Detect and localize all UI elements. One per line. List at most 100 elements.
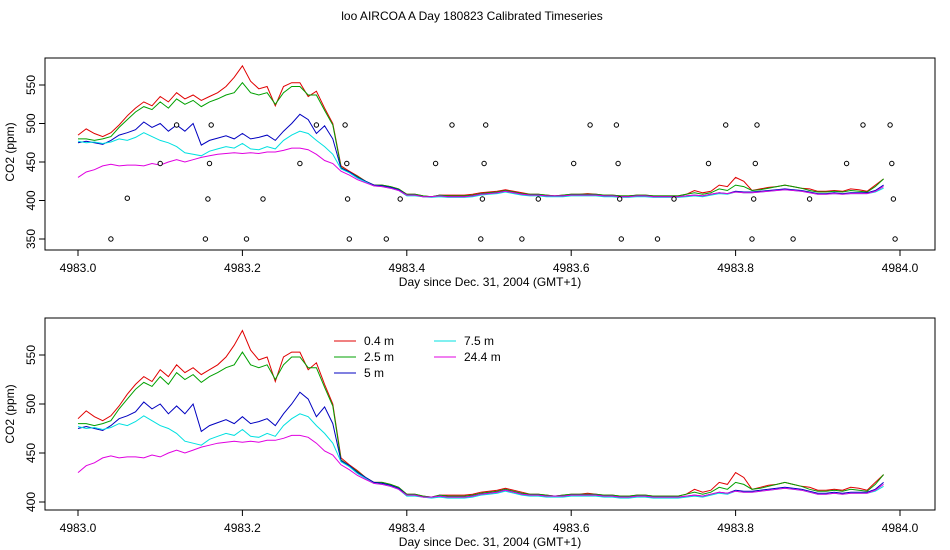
data-point bbox=[344, 196, 351, 202]
data-point bbox=[613, 122, 620, 128]
data-point bbox=[571, 160, 577, 167]
data-point bbox=[754, 122, 760, 128]
legend-label: 5 m bbox=[364, 366, 384, 380]
series-line-7-5-m-bottom bbox=[77, 413, 884, 499]
x-tick-label: 4983.0 bbox=[60, 261, 97, 275]
legend-label: 7.5 m bbox=[464, 334, 494, 348]
y-tick-label: 450 bbox=[24, 152, 38, 172]
data-point bbox=[449, 122, 455, 128]
data-point bbox=[173, 122, 180, 128]
x-tick-label: 4983.6 bbox=[553, 521, 590, 535]
legend-label: 24.4 m bbox=[464, 350, 501, 364]
data-point bbox=[478, 236, 484, 242]
data-point bbox=[344, 160, 350, 167]
y-axis-label-bottom: CO2 (ppm) bbox=[3, 384, 17, 443]
x-ticks-bottom: 4983.0 4983.2 4983.4 4983.6 4983.8 4984.0 bbox=[60, 510, 919, 535]
data-point bbox=[790, 236, 796, 242]
data-point bbox=[749, 236, 755, 242]
series-line-7-5-m-top bbox=[77, 130, 884, 198]
plot-frame-bottom bbox=[44, 317, 936, 511]
data-point bbox=[483, 122, 489, 128]
data-point bbox=[587, 122, 593, 128]
x-tick-label: 4983.2 bbox=[224, 521, 261, 535]
data-point bbox=[752, 160, 758, 167]
data-point bbox=[618, 236, 624, 242]
data-point bbox=[654, 236, 661, 242]
data-point bbox=[297, 160, 303, 167]
x-axis-label-bottom: Day since Dec. 31, 2004 (GMT+1) bbox=[399, 535, 581, 549]
legend: 0.4 m 2.5 m 5 m 7.5 m 24.4 m bbox=[334, 334, 501, 380]
y-tick-label: 550 bbox=[24, 345, 38, 365]
data-point bbox=[479, 196, 486, 202]
series-line-24-4-m-top bbox=[77, 147, 884, 198]
data-point bbox=[432, 160, 439, 167]
series-line-0-4-m-bottom bbox=[77, 329, 884, 498]
data-point bbox=[860, 122, 866, 128]
data-point bbox=[397, 196, 403, 202]
y-tick-label: 500 bbox=[24, 394, 38, 414]
y-tick-label: 450 bbox=[24, 443, 38, 463]
x-tick-label: 4984.0 bbox=[882, 261, 919, 275]
data-point bbox=[519, 236, 525, 242]
data-point bbox=[705, 160, 712, 167]
x-tick-label: 4983.6 bbox=[553, 261, 590, 275]
data-point bbox=[806, 196, 813, 202]
y-tick-label: 400 bbox=[24, 492, 38, 512]
data-point bbox=[260, 196, 266, 202]
series-line-2-5-m-top bbox=[78, 81, 884, 198]
x-tick-label: 4983.2 bbox=[224, 261, 261, 275]
y-tick-label: 500 bbox=[24, 113, 38, 133]
data-point bbox=[615, 160, 621, 167]
y-tick-label: 400 bbox=[24, 190, 38, 210]
data-point bbox=[887, 122, 893, 128]
data-point bbox=[535, 196, 541, 202]
data-point bbox=[206, 160, 213, 167]
data-point bbox=[208, 122, 214, 128]
x-tick-label: 4983.8 bbox=[717, 261, 754, 275]
data-point bbox=[843, 160, 850, 167]
x-tick-label: 4983.4 bbox=[388, 261, 425, 275]
x-tick-label: 4983.4 bbox=[388, 521, 425, 535]
legend-label: 2.5 m bbox=[364, 350, 394, 364]
x-tick-label: 4983.8 bbox=[717, 521, 754, 535]
data-point bbox=[892, 236, 898, 242]
plot-frame-top bbox=[44, 57, 936, 251]
data-point bbox=[346, 236, 352, 242]
data-point bbox=[481, 160, 487, 167]
scatter-points-top bbox=[108, 122, 898, 242]
data-point bbox=[723, 122, 729, 128]
data-point bbox=[313, 122, 320, 128]
data-point bbox=[889, 160, 895, 167]
data-point bbox=[205, 196, 211, 202]
data-point bbox=[202, 236, 209, 242]
series-line-2-5-m-bottom bbox=[78, 351, 884, 498]
data-point bbox=[890, 196, 897, 202]
data-point bbox=[157, 160, 163, 167]
series-line-24-4-m-bottom bbox=[77, 434, 884, 498]
legend-label: 0.4 m bbox=[364, 334, 394, 348]
data-point bbox=[751, 196, 757, 202]
y-axis-label-top: CO2 (ppm) bbox=[3, 122, 17, 181]
series-lines-bottom bbox=[77, 329, 884, 499]
x-tick-label: 4984.0 bbox=[882, 521, 919, 535]
data-point bbox=[124, 195, 131, 201]
y-tick-label: 550 bbox=[24, 75, 38, 95]
x-tick-label: 4983.0 bbox=[60, 521, 97, 535]
series-lines-top bbox=[77, 64, 884, 198]
x-axis-label-top: Day since Dec. 31, 2004 (GMT+1) bbox=[399, 275, 581, 289]
series-line-0-4-m-top bbox=[77, 64, 884, 198]
data-point bbox=[108, 236, 114, 242]
data-point bbox=[383, 236, 389, 242]
y-ticks-bottom: 400 450 500 550 bbox=[24, 345, 45, 512]
y-tick-label: 350 bbox=[24, 229, 38, 249]
data-point bbox=[617, 196, 623, 202]
data-point bbox=[342, 122, 348, 128]
data-point bbox=[243, 236, 250, 242]
x-ticks-top: 4983.0 4983.2 4983.4 4983.6 4983.8 4984.0 bbox=[60, 250, 919, 275]
y-ticks-top: 350 400 450 500 550 bbox=[24, 75, 45, 249]
figure-title: loo AIRCOA A Day 180823 Calibrated Times… bbox=[341, 9, 602, 23]
data-point bbox=[671, 196, 677, 202]
chart-panel-top: 350 400 450 500 550 4983.0 4983.2 4983.4 4983.6… bbox=[3, 57, 936, 289]
